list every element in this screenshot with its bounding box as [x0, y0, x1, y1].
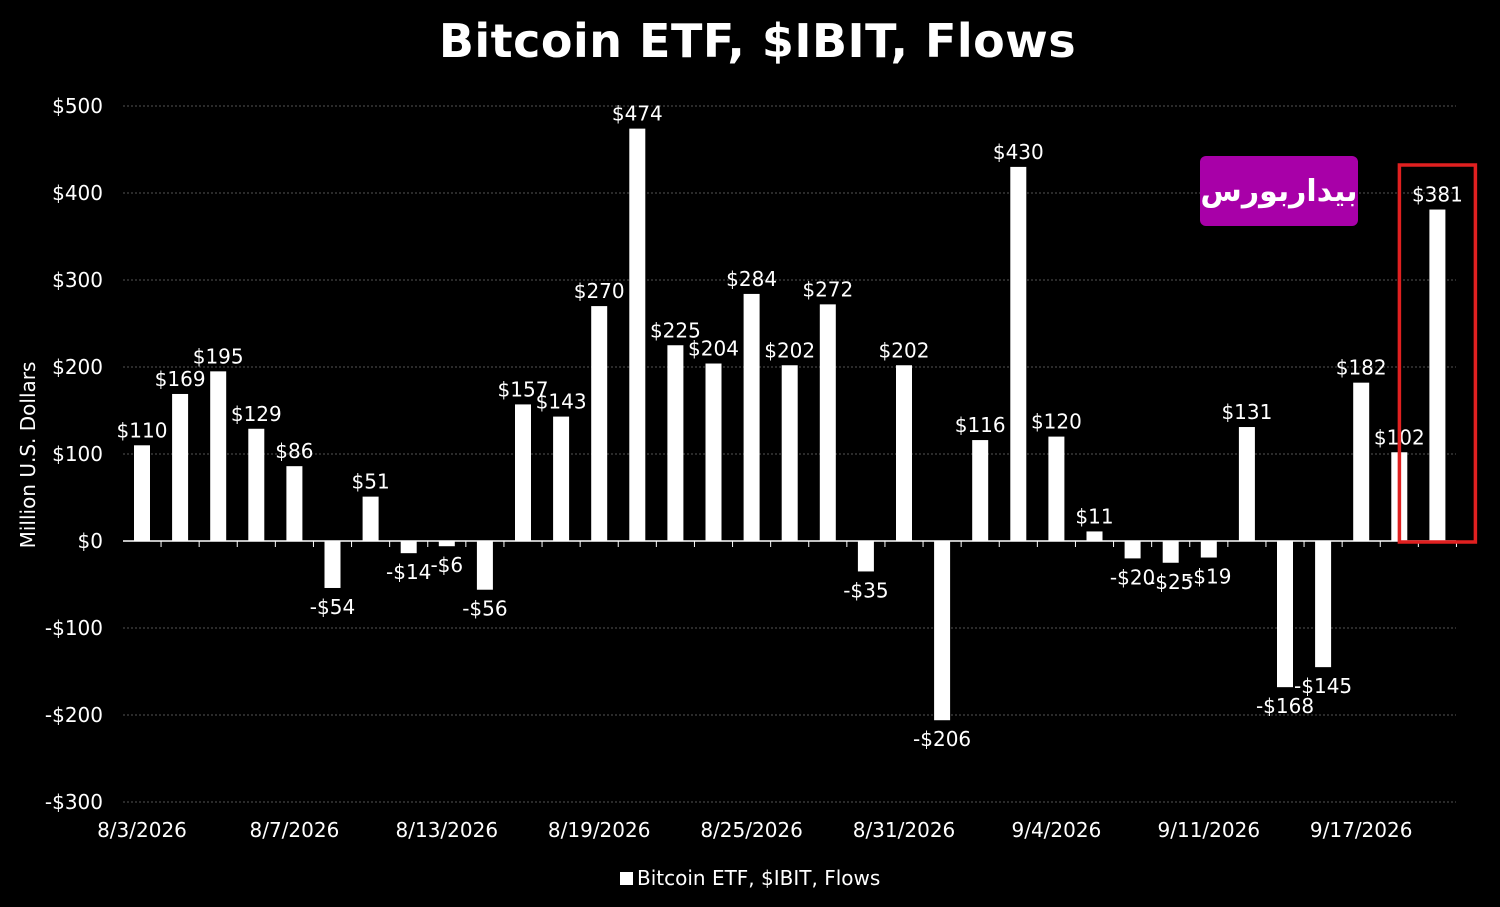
data-label: $202	[764, 338, 815, 362]
data-label: -$54	[310, 595, 355, 619]
x-tick-label: 8/31/2026	[853, 818, 956, 842]
y-tick-label: $400	[52, 181, 103, 205]
data-label: $272	[802, 277, 853, 301]
y-tick-label: -$100	[45, 616, 103, 640]
data-label: -$35	[843, 578, 888, 602]
bar	[743, 293, 760, 541]
watermark-logo: بیداربورس	[1200, 156, 1358, 226]
data-label: -$145	[1294, 674, 1352, 698]
bar	[248, 428, 265, 541]
bar	[629, 128, 646, 541]
bar	[362, 496, 379, 541]
y-tick-label: $300	[52, 268, 103, 292]
legend-swatch	[620, 871, 633, 885]
bar	[553, 416, 570, 541]
bar	[324, 541, 341, 588]
bar	[972, 440, 989, 541]
data-label: -$6	[430, 553, 463, 577]
x-tick-label: 9/11/2026	[1158, 818, 1261, 842]
data-label: -$168	[1256, 694, 1314, 718]
axis-layer: $500 $400 $300 $200 $100 $0 -$100 -$200 -$300 8/3…	[45, 94, 1457, 842]
bar	[819, 304, 836, 541]
data-label: $116	[955, 413, 1006, 437]
bar	[667, 345, 684, 541]
bar	[1124, 541, 1141, 559]
y-tick-label: -$300	[45, 790, 103, 814]
bar	[134, 445, 150, 541]
chart-title: Bitcoin ETF, $IBIT, Flows	[438, 14, 1077, 68]
bar	[1315, 541, 1332, 668]
bar	[1200, 541, 1217, 558]
data-label: $430	[993, 140, 1044, 164]
legend-label: Bitcoin ETF, $IBIT, Flows	[637, 866, 881, 890]
data-label: $381	[1412, 183, 1463, 207]
y-tick-label: $200	[52, 355, 103, 379]
y-tick-label: $100	[52, 442, 103, 466]
data-label: $182	[1336, 356, 1387, 380]
bar	[1010, 166, 1027, 541]
bar	[934, 541, 951, 721]
bar	[1429, 209, 1446, 541]
data-label: $131	[1221, 400, 1272, 424]
legend: Bitcoin ETF, $IBIT, Flows	[620, 866, 880, 890]
data-label: -$25	[1148, 570, 1193, 594]
bar	[515, 404, 531, 541]
data-label: -$19	[1186, 565, 1231, 589]
x-tick-label: 9/4/2026	[1011, 818, 1101, 842]
data-label: $204	[688, 337, 739, 361]
bar	[476, 541, 493, 590]
x-tick-label: 8/19/2026	[548, 818, 651, 842]
data-label: -$206	[913, 727, 971, 751]
bar	[172, 393, 189, 541]
data-label: -$56	[462, 597, 507, 621]
x-tick-label: 8/7/2026	[249, 818, 339, 842]
data-label: $284	[726, 267, 777, 291]
x-tick-label: 8/25/2026	[700, 818, 803, 842]
bar	[705, 363, 722, 541]
x-tick-label: 9/17/2026	[1310, 818, 1413, 842]
data-label: -$20	[1110, 565, 1155, 589]
y-tick-label: $0	[78, 529, 103, 553]
data-label: $270	[574, 279, 625, 303]
bar	[1238, 427, 1255, 541]
x-tick-label: 8/3/2026	[97, 818, 187, 842]
data-label: $157	[498, 377, 549, 401]
data-label: $11	[1075, 504, 1113, 528]
bar	[591, 306, 608, 541]
data-label: $129	[231, 402, 282, 426]
bar	[210, 371, 227, 541]
data-label: $120	[1031, 410, 1082, 434]
x-tick-label: 8/13/2026	[396, 818, 499, 842]
data-label: $169	[155, 367, 206, 391]
data-label: $86	[275, 439, 313, 463]
data-label: $51	[352, 470, 390, 494]
data-label: -$14	[386, 560, 431, 584]
bar	[857, 541, 874, 572]
data-label: $225	[650, 318, 701, 342]
y-tick-label: -$200	[45, 703, 103, 727]
bar	[896, 365, 912, 541]
y-axis-title: Million U.S. Dollars	[16, 362, 40, 549]
bar	[438, 541, 455, 547]
bar	[286, 466, 303, 541]
bar	[781, 365, 798, 541]
data-label: $474	[612, 102, 663, 126]
bar	[1086, 531, 1103, 541]
data-label: $110	[117, 418, 168, 442]
y-tick-label: $500	[52, 94, 103, 118]
labels-layer: $110 $169$195 $129 $86 -$54 $51 -$14 -$6 -$56 $15…	[117, 102, 1478, 751]
highlight-box	[1397, 163, 1478, 544]
data-label: $202	[879, 338, 930, 362]
bar	[1162, 541, 1179, 563]
bars-layer	[134, 128, 1446, 721]
bar	[1353, 382, 1370, 541]
bar	[1277, 541, 1293, 688]
bar	[1048, 436, 1065, 541]
bar	[400, 541, 417, 554]
data-label: $143	[536, 390, 587, 414]
data-label: $195	[193, 344, 244, 368]
